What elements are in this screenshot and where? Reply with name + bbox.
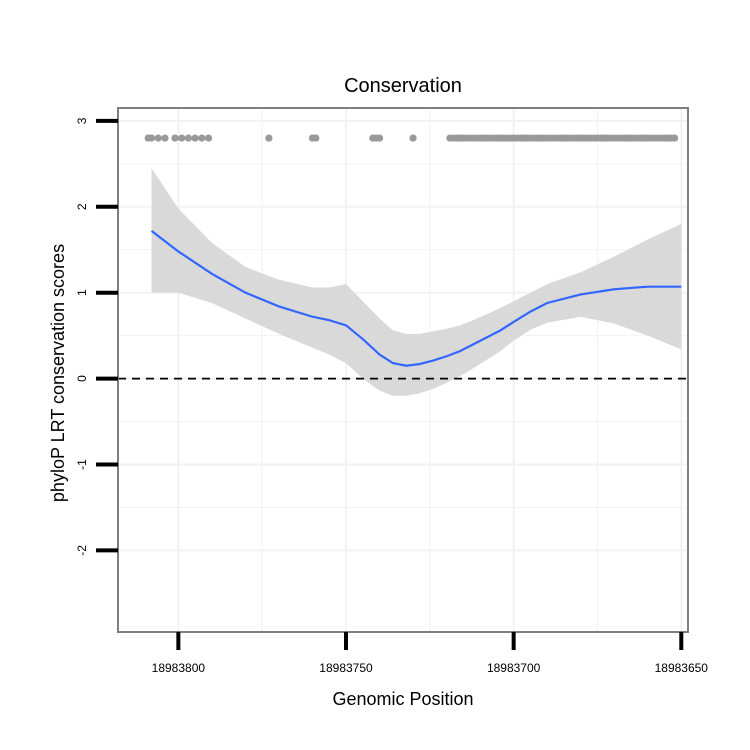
data-point bbox=[161, 134, 169, 142]
x-tick-label: 18983800 bbox=[152, 661, 206, 675]
y-axis-label: phyloP LRT conservation scores bbox=[48, 244, 68, 502]
data-point bbox=[312, 134, 320, 142]
data-point bbox=[147, 134, 156, 142]
data-point bbox=[409, 134, 417, 142]
x-tick-label: 18983650 bbox=[655, 661, 709, 675]
y-tick-label: -1 bbox=[75, 459, 89, 470]
data-point bbox=[178, 134, 186, 142]
y-tick-label: -2 bbox=[75, 545, 89, 556]
y-tick-label: 0 bbox=[75, 375, 89, 382]
data-point bbox=[198, 134, 206, 142]
data-point bbox=[375, 134, 384, 142]
data-point bbox=[154, 134, 162, 142]
confidence-band-layer bbox=[151, 168, 682, 396]
confidence-band bbox=[151, 168, 682, 396]
x-tick-label: 18983700 bbox=[487, 661, 541, 675]
points-layer bbox=[144, 134, 679, 142]
data-point bbox=[184, 134, 193, 142]
data-point bbox=[265, 134, 273, 142]
panel-border bbox=[117, 107, 689, 633]
x-tick-label: 18983750 bbox=[319, 661, 373, 675]
smooth-line bbox=[150, 229, 682, 367]
chart-title: Conservation bbox=[344, 75, 462, 97]
y-tick-label: 1 bbox=[75, 289, 89, 296]
y-axis: 3 2 1 0 -1 -2 bbox=[75, 117, 118, 556]
x-axis: 18983800 18983750 18983700 18983650 bbox=[152, 632, 709, 675]
data-point bbox=[191, 134, 199, 142]
data-point bbox=[670, 134, 679, 142]
y-tick-label: 3 bbox=[75, 117, 89, 124]
y-tick-label: 2 bbox=[75, 203, 89, 210]
x-axis-label: Genomic Position bbox=[332, 689, 473, 709]
data-point bbox=[171, 134, 179, 142]
smooth-line-layer bbox=[150, 229, 682, 367]
data-point bbox=[204, 134, 213, 142]
